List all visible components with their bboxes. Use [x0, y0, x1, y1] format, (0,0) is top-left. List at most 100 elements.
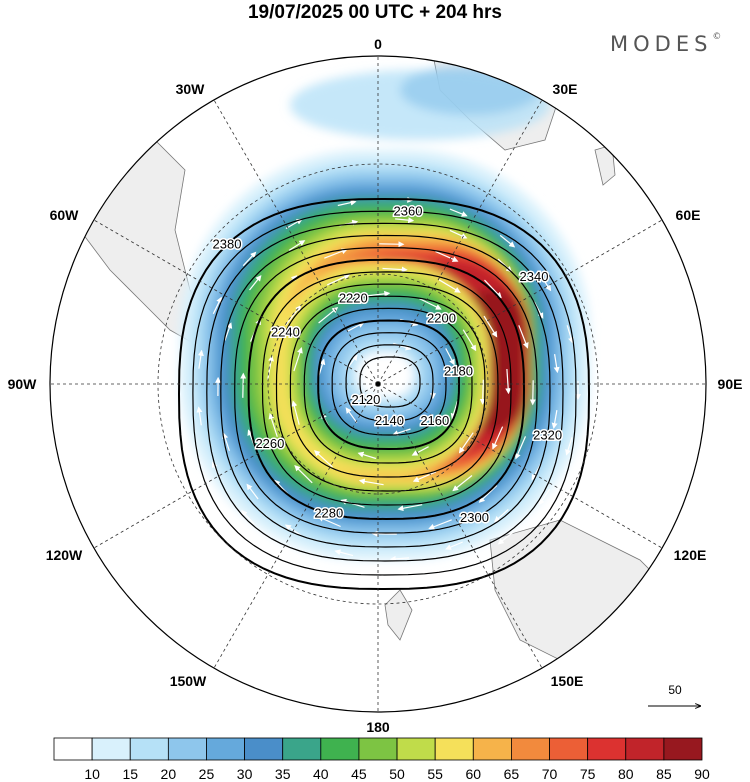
colorbar-swatch-16	[663, 737, 703, 761]
wind-vector-18	[293, 347, 303, 372]
colorbar-swatch-7	[320, 737, 360, 761]
geopotential-contours	[177, 197, 591, 591]
lon-label-60w: 60W	[50, 207, 80, 223]
meridian-2	[377, 218, 664, 385]
colorbar-swatch-11	[472, 737, 512, 761]
longitude-labels: 0 30E 60E 90E 120E 150E 180 150W 120W 90…	[8, 36, 743, 735]
wind-vector-7	[357, 451, 377, 460]
contour-label-2120: 2120	[351, 392, 380, 407]
colorbar-tick-15: 15	[122, 766, 138, 782]
brand-mark: ©	[712, 32, 722, 42]
colorbar-swatch-5	[244, 737, 284, 761]
wind-vector-78	[212, 296, 222, 315]
contour-2300	[234, 246, 538, 534]
wind-vector-13	[458, 432, 474, 454]
colorbar-swatch-9	[396, 737, 436, 761]
wind-vector-34	[483, 315, 498, 338]
wind-vector-12	[445, 348, 455, 366]
wind-vector-19	[318, 307, 339, 324]
wind-vector-60	[249, 275, 262, 291]
wind-vector-54	[334, 549, 354, 557]
wind-vector-16	[314, 450, 334, 468]
lon-label-30w: 30W	[176, 81, 206, 97]
meridian-4	[377, 383, 664, 550]
wind-vector-51	[515, 436, 527, 460]
colorbar-swatch-0	[53, 737, 93, 761]
wind-vector-31	[326, 274, 351, 286]
meridian-7	[212, 383, 379, 670]
colorbar-tick-80: 80	[618, 766, 634, 782]
wind-vector-77	[197, 349, 204, 369]
wind-vector-17	[291, 400, 300, 425]
meridian-5	[377, 383, 544, 670]
colorbar-swatch-10	[434, 737, 474, 761]
contour-label-2180: 2180	[444, 363, 473, 378]
contour-2200	[303, 307, 473, 464]
lon-label-0: 0	[374, 36, 382, 52]
wind-vector-59	[224, 322, 233, 341]
contour-2220	[289, 295, 486, 478]
contour-2280	[247, 258, 526, 521]
meridian-10	[92, 218, 379, 385]
colorbar-swatch-4	[206, 737, 245, 761]
wind-reference-label: 50	[668, 683, 682, 697]
wind-vector-91	[447, 562, 466, 571]
wind-vector-24	[452, 475, 473, 492]
wind-vector-33	[438, 279, 461, 293]
colorbar-tick-90: 90	[694, 766, 710, 782]
colorbar-tick-45: 45	[351, 766, 367, 782]
contour-2380	[177, 197, 591, 591]
wind-vector-38	[371, 530, 397, 537]
pole-marker	[375, 381, 381, 387]
wind-vector-1	[392, 428, 411, 436]
wind-vector-57	[222, 432, 230, 451]
colorbar: 10 15 20 25 30 35 40 45 50 55 60 65 70 75 80 85 90	[53, 737, 710, 782]
wind-vector-61	[288, 240, 306, 251]
wind-vector-47	[435, 250, 459, 262]
contour-2160	[331, 332, 447, 436]
lat-circle-1	[157, 163, 599, 605]
wind-vector-36	[492, 426, 504, 450]
wind-vector-53	[389, 555, 410, 562]
wind-vector-23	[479, 379, 486, 405]
contour-label-2340: 2340	[520, 269, 549, 284]
colorbar-tick-85: 85	[656, 766, 672, 782]
contour-label-2300: 2300	[460, 510, 489, 525]
colorbar-swatch-8	[358, 737, 398, 761]
colorbar-swatch-12	[511, 737, 550, 761]
contour-2340	[206, 222, 564, 562]
wind-vector-73	[283, 547, 301, 559]
colorbar-tick-20: 20	[161, 766, 177, 782]
contour-2140	[345, 344, 434, 422]
colorbar-swatch-6	[282, 737, 322, 761]
colorbar-tick-70: 70	[542, 766, 558, 782]
contour-label-2320: 2320	[533, 428, 562, 443]
colorbar-tick-40: 40	[313, 766, 329, 782]
wind-vector-67	[553, 354, 560, 374]
wind-vector-74	[241, 510, 255, 525]
wind-vector-32	[382, 266, 408, 273]
wind-vector-28	[268, 412, 278, 437]
colorbar-swatch-1	[91, 737, 131, 761]
wind-vector-45	[324, 248, 348, 259]
colorbar-tick-35: 35	[275, 766, 291, 782]
contour-label-2280: 2280	[314, 506, 343, 521]
wind-vector-86	[566, 325, 574, 344]
contour-label-2240: 2240	[271, 324, 300, 339]
contour-label-2260: 2260	[255, 436, 284, 451]
lon-label-60e: 60E	[676, 207, 701, 223]
wind-vector-70	[494, 508, 509, 523]
map-boundary	[49, 55, 707, 713]
colorbar-tick-65: 65	[504, 766, 520, 782]
lon-label-180: 180	[366, 719, 390, 735]
wind-vector-21	[418, 297, 442, 310]
wind-vectors	[196, 196, 581, 582]
colorbar-swatch-13	[549, 737, 589, 761]
colorbar-swatch-15	[625, 737, 665, 761]
wind-vector-68	[551, 409, 558, 429]
meridian-1	[377, 98, 544, 385]
wind-vector-89	[538, 489, 551, 506]
colorbar-swatch-3	[167, 737, 207, 761]
contour-2180	[317, 319, 461, 451]
